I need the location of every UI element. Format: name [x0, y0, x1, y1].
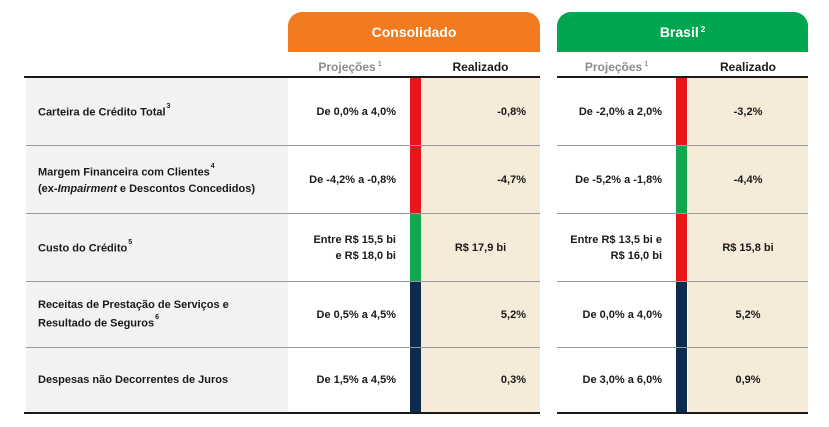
top-rule-brasil	[557, 76, 808, 78]
brasil-projecoes-header: Projeções 1	[557, 58, 676, 76]
row-divider	[26, 281, 540, 282]
consolidado-real-receitas: 5,2%	[421, 282, 540, 347]
row-divider	[26, 347, 540, 348]
row-divider	[557, 281, 808, 282]
consolidado-proj-margem: De -4,2% a -0,8%	[288, 146, 410, 213]
row-divider	[557, 347, 808, 348]
projecoes-label: Projeções	[318, 60, 376, 74]
status-bar-green	[676, 146, 687, 213]
consolidado-title: Consolidado	[371, 24, 457, 40]
row-divider	[26, 213, 540, 214]
consolidado-real-carteira: -0,8%	[421, 78, 540, 145]
row-divider	[557, 213, 808, 214]
row-label-custo: Custo do Crédito5	[26, 214, 288, 281]
brasil-real-despesas: 0,9%	[688, 348, 808, 412]
brasil-real-carteira: -3,2%	[688, 78, 808, 145]
status-bar-red	[410, 146, 421, 213]
status-bar-red	[676, 78, 687, 145]
status-bar-navy	[410, 282, 421, 347]
bottom-rule-brasil	[557, 412, 808, 414]
brasil-footnote: 2	[700, 24, 706, 34]
brasil-proj-margem: De -5,2% a -1,8%	[557, 146, 676, 213]
row-label-receitas: Receitas de Prestação de Serviços e Resu…	[26, 282, 288, 347]
brasil-proj-receitas: De 0,0% a 4,0%	[557, 282, 676, 347]
consolidado-proj-despesas: De 1,5% a 4,5%	[288, 348, 410, 412]
status-bar-navy	[676, 282, 687, 347]
status-bar-green	[410, 214, 421, 281]
status-bar-red	[676, 214, 687, 281]
consolidado-header-tab: Consolidado	[288, 12, 540, 52]
row-divider	[26, 145, 540, 146]
brasil-real-margem: -4,4%	[688, 146, 808, 213]
brasil-proj-custo: Entre R$ 13,5 bi e R$ 16,0 bi	[557, 214, 676, 281]
consolidado-projecoes-header: Projeções 1	[288, 58, 412, 76]
consolidado-realizado-header: Realizado	[421, 58, 540, 76]
brasil-real-receitas: 5,2%	[688, 282, 808, 347]
top-rule-consolidado	[24, 76, 540, 78]
brasil-title: Brasil	[659, 24, 699, 40]
projecoes-footnote: 1	[377, 60, 382, 68]
row-label-margem: Margem Financeira com Clientes4 (ex-Impa…	[26, 146, 288, 213]
status-bar-navy	[410, 348, 421, 412]
status-bar-red	[410, 78, 421, 145]
row-label-carteira: Carteira de Crédito Total3	[26, 78, 288, 145]
row-label-despesas: Despesas não Decorrentes de Juros	[26, 348, 288, 412]
brasil-proj-despesas: De 3,0% a 6,0%	[557, 348, 676, 412]
brasil-realizado-header: Realizado	[688, 58, 808, 76]
row-divider	[557, 145, 808, 146]
consolidado-proj-custo: Entre R$ 15,5 bi e R$ 18,0 bi	[288, 214, 410, 281]
status-bar-navy	[676, 348, 687, 412]
bottom-rule-consolidado	[24, 412, 540, 414]
brasil-real-custo: R$ 15,8 bi	[688, 214, 808, 281]
brasil-proj-carteira: De -2,0% a 2,0%	[557, 78, 676, 145]
projecoes-footnote: 1	[644, 60, 649, 68]
consolidado-real-despesas: 0,3%	[421, 348, 540, 412]
consolidado-real-custo: R$ 17,9 bi	[421, 214, 540, 281]
realizado-label: Realizado	[719, 60, 776, 74]
consolidado-proj-receitas: De 0,5% a 4,5%	[288, 282, 410, 347]
consolidado-proj-carteira: De 0,0% a 4,0%	[288, 78, 410, 145]
consolidado-real-margem: -4,7%	[421, 146, 540, 213]
realizado-label: Realizado	[452, 60, 509, 74]
brasil-header-tab: Brasil 2	[557, 12, 808, 52]
projecoes-label: Projeções	[584, 60, 643, 74]
